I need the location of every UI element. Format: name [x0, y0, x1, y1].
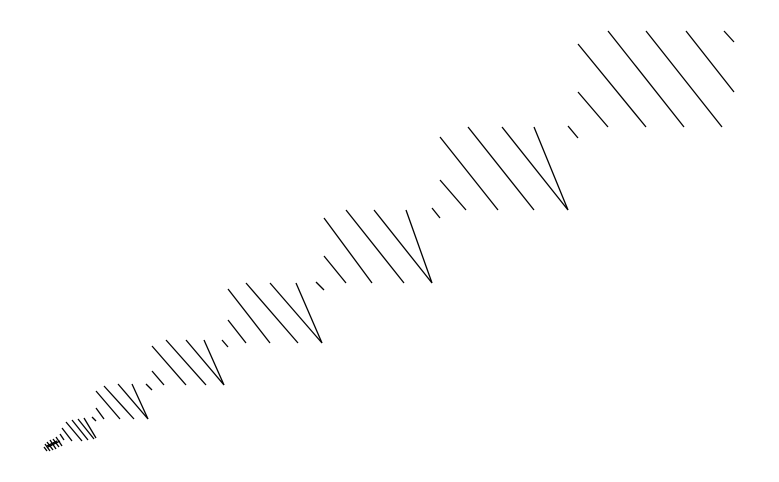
hatch-line-30 — [151, 370, 165, 386]
hatch-line-51 — [46, 440, 58, 447]
hatch-line-23 — [227, 288, 271, 344]
hatch-line-14 — [405, 209, 433, 284]
hatch-line-11 — [439, 136, 499, 211]
hatch-line-4 — [607, 30, 685, 128]
hatch-line-15 — [373, 209, 433, 284]
hatch-line-48 — [44, 443, 51, 452]
hatch-line-5 — [577, 43, 647, 128]
hatch-line-33 — [117, 383, 149, 420]
hatch-line-19 — [315, 281, 325, 291]
hatch-line-26 — [203, 339, 225, 386]
hatch-line-50 — [47, 440, 61, 448]
hatch-line-20 — [295, 282, 323, 344]
hatch-line-8 — [533, 126, 569, 211]
hatch-line-24 — [227, 319, 247, 344]
hatch-line-22 — [245, 282, 299, 344]
hatch-line-1 — [723, 30, 735, 43]
hatch-line-13 — [431, 207, 441, 219]
hatch-line-25 — [221, 339, 229, 348]
hatch-line-36 — [95, 407, 105, 420]
hatch-line-35 — [95, 390, 121, 420]
hatch-line-34 — [103, 385, 135, 420]
hatch-line-43 — [59, 433, 65, 441]
hatch-line-12 — [439, 179, 467, 211]
hatch-line-41 — [65, 421, 83, 442]
hatch-line-9 — [501, 126, 569, 211]
hatch-line-39 — [77, 418, 95, 440]
hatch-line-17 — [323, 217, 373, 284]
hatch-line-32 — [131, 383, 149, 420]
hatch-line-3 — [645, 30, 723, 128]
hatch-line-29 — [151, 345, 187, 386]
hatch-line-37 — [91, 416, 97, 422]
hatch-line-31 — [145, 383, 153, 391]
hatch-line-2 — [685, 30, 735, 93]
hatch-line-18 — [323, 255, 347, 284]
hatch-line-7 — [567, 125, 579, 139]
hatch-line-40 — [71, 419, 89, 441]
hatch-line-38 — [83, 417, 97, 439]
hatch-line-28 — [165, 339, 207, 386]
hatch-line-6 — [577, 91, 609, 128]
hatch-line-16 — [345, 209, 405, 284]
hatch-line-21 — [269, 282, 323, 344]
hatch-line-49 — [43, 446, 48, 452]
hatch-line-27 — [185, 339, 225, 386]
hatch-line-10 — [467, 126, 535, 211]
hatch-line-42 — [61, 427, 73, 442]
